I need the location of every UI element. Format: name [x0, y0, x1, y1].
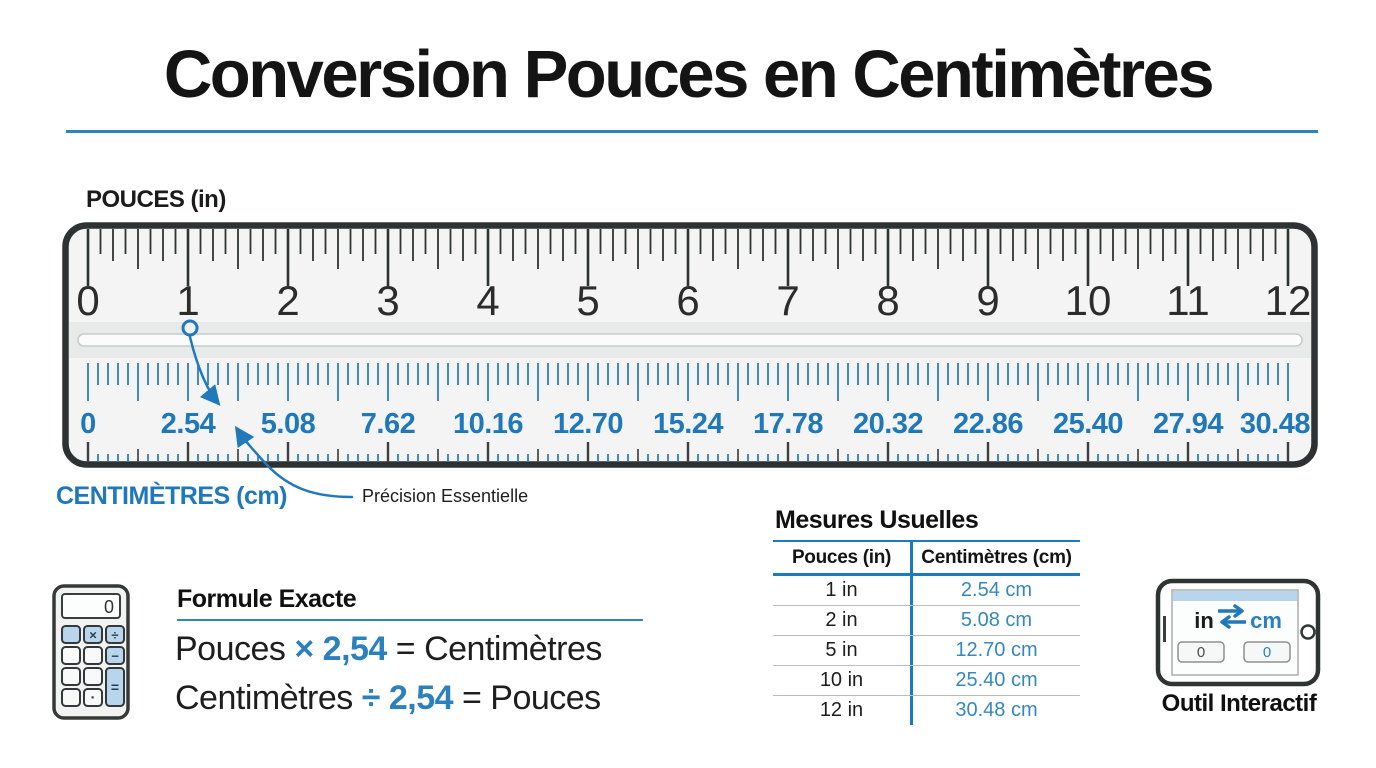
equals-key: =: [111, 679, 119, 695]
tablet-home-button: [1300, 624, 1316, 640]
ruler-number: 12.70: [553, 408, 623, 440]
table-cell-inches: 12 in: [773, 696, 913, 725]
ruler-number: 8: [876, 277, 899, 324]
ruler-number: 7.62: [361, 408, 415, 440]
ruler-number: 9: [976, 277, 999, 324]
minus-key: −: [111, 649, 119, 664]
ruler-number: 27.94: [1153, 408, 1223, 440]
table-cell-cm: 25.40 cm: [955, 669, 1038, 691]
calculator-display: 0: [104, 597, 114, 617]
table-row: 5 in 12.70 cm: [773, 636, 1080, 666]
ruler-groove-slot: [77, 333, 1303, 347]
formula2-prefix: Centimètres: [175, 679, 362, 717]
table-cell-cm: 2.54 cm: [960, 579, 1033, 601]
inch-tick-labels: 0 1 2 3 4 5 6 7 8 9 10 11 12: [76, 277, 1311, 324]
ruler-number: 4: [476, 277, 499, 324]
table-cell-inches: 10 in: [773, 666, 913, 695]
inches-scale-label: POUCES (in): [86, 186, 226, 213]
formula2-suffix: = Pouces: [453, 679, 601, 717]
formula1-prefix: Pouces: [175, 630, 295, 668]
ruler-number: 22.86: [953, 408, 1023, 440]
calculator-icon: 0 × ÷ − = ·: [52, 584, 130, 720]
ruler-number: 2.54: [161, 408, 216, 440]
measures-table-body: 1 in 2.54 cm 2 in 5.08 cm 5 in 12.70 cm 10 in 2…: [773, 576, 1080, 725]
table-row: 10 in 25.40 cm: [773, 666, 1080, 696]
formula2-highlight: ÷ 2,54: [361, 679, 454, 717]
table-row: 1 in 2.54 cm: [773, 576, 1080, 606]
ruler-number: 12: [1265, 277, 1312, 324]
table-row: 12 in 30.48 cm: [773, 696, 1080, 725]
table-cell-inches: 2 in: [773, 606, 913, 635]
ruler-number: 7: [776, 277, 799, 324]
ruler-number: 11: [1166, 277, 1210, 324]
table-header-inches: Pouces (in): [773, 542, 913, 573]
table-heading: Mesures Usuelles: [775, 506, 979, 534]
one-inch-marker-dot: [181, 319, 199, 337]
table-cell-cm: 30.48 cm: [955, 699, 1038, 721]
ruler-number: 2: [276, 277, 299, 324]
table-header-cm: Centimètres (cm): [921, 546, 1072, 568]
table-header-row: Pouces (in) Centimètres (cm): [773, 542, 1080, 576]
ruler-number: 3: [376, 277, 399, 324]
ruler-number: 0: [76, 277, 99, 324]
ruler-number: 6: [676, 277, 699, 324]
title-underline: [66, 130, 1318, 133]
dot-key: ·: [91, 690, 96, 707]
conversion-table: Pouces (in) Centimètres (cm) 1 in 2.54 cm…: [773, 540, 1080, 725]
ruler-number: 20.32: [853, 408, 923, 440]
table-cell-cm: 12.70 cm: [955, 639, 1038, 661]
inch-ticks: [86, 229, 1290, 286]
page-title: Conversion Pouces en Centimètres: [163, 37, 1215, 112]
cm-input-value: 0: [1263, 644, 1271, 661]
ruler-number: 17.78: [753, 408, 823, 440]
table-cell-inches: 5 in: [773, 636, 913, 665]
ruler-number: 10.16: [453, 408, 523, 440]
formula1-highlight: × 2,54: [294, 630, 387, 668]
swap-arrows-icon: [1218, 604, 1246, 629]
unit-in-label: in: [1194, 608, 1214, 633]
ruler-number: 10: [1065, 277, 1112, 324]
formula-heading: Formule Exacte: [177, 585, 357, 613]
divide-key: ÷: [111, 628, 118, 643]
ruler-number: 5.08: [261, 408, 316, 440]
ruler-number: 30.48: [1240, 408, 1310, 440]
tool-caption: Outil Interactif: [1161, 690, 1317, 717]
screen-header-bar: [1173, 591, 1297, 601]
table-row: 2 in 5.08 cm: [773, 606, 1080, 636]
formula-line-1: Pouces × 2,54 = Centimètres: [175, 630, 602, 669]
inches-input-value: 0: [1197, 644, 1205, 661]
formula-underline: [177, 619, 643, 621]
formula-line-2: Centimètres ÷ 2,54 = Pouces: [175, 679, 601, 718]
multiply-key: ×: [89, 628, 97, 643]
annotation-label: Précision Essentielle: [362, 486, 529, 506]
inches-input-box: [1177, 641, 1225, 663]
formula1-suffix: = Centimètres: [386, 630, 603, 668]
ruler-number: 5: [576, 277, 599, 324]
cm-input-box: [1243, 641, 1291, 663]
ruler-graphic: 0 1 2 3 4 5 6 7 8 9 10 11 12 0 2.54 5.08 7.62 10.16 12.70…: [62, 222, 1318, 468]
ruler-number: 15.24: [653, 408, 723, 440]
ruler-number: 25.40: [1053, 408, 1123, 440]
unit-cm-label: cm: [1250, 608, 1282, 633]
cm-tick-labels: 0 2.54 5.08 7.62 10.16 12.70 15.24 17.78 20.32 22…: [80, 408, 1311, 440]
ruler-number: 1: [176, 277, 199, 324]
tablet-icon: in cm 0 0: [1155, 578, 1321, 687]
ruler-number: 0: [80, 408, 96, 440]
centimeters-scale-label: CENTIMÈTRES (cm): [56, 482, 287, 510]
table-cell-inches: 1 in: [773, 576, 913, 605]
table-cell-cm: 5.08 cm: [960, 609, 1033, 631]
